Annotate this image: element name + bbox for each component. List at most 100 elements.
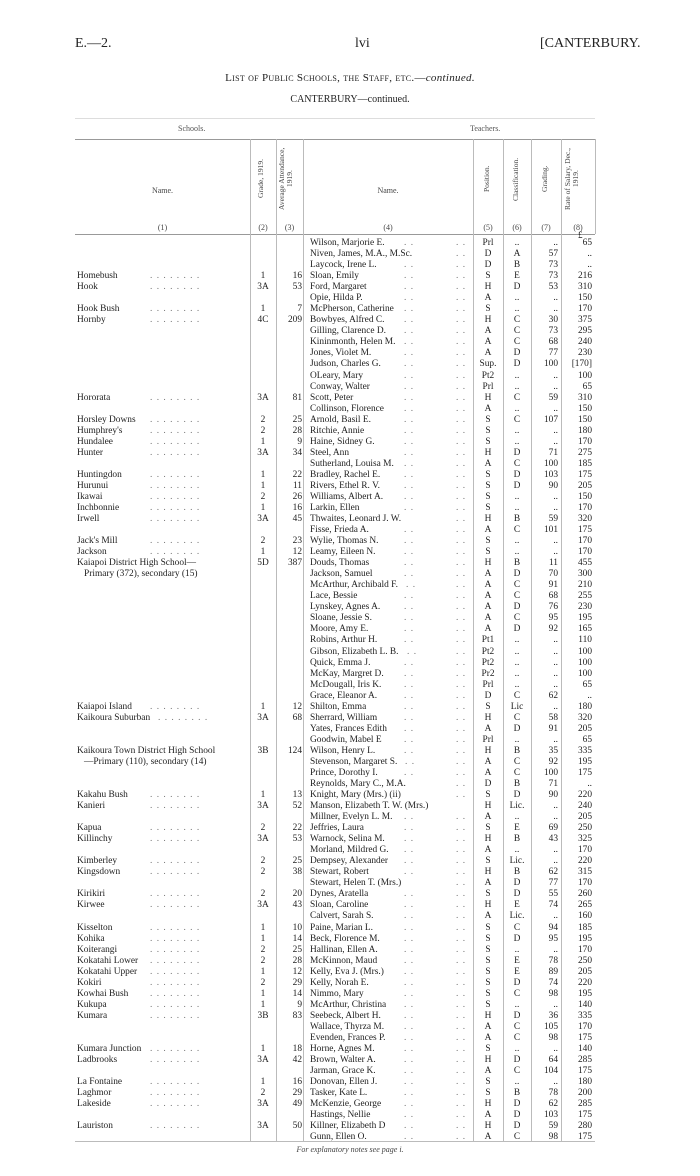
school-name: Huntingdon — [77, 469, 122, 480]
grading: 94 — [548, 922, 558, 933]
table-row: Kukupa 1 9 McArthur, Christina S.... 140 . . .… — [0, 1000, 700, 1011]
teacher-name: Robins, Arthur H. — [310, 635, 378, 646]
col-num: (1) — [157, 223, 168, 232]
school-name: Kumara — [77, 1010, 108, 1021]
school-name: Horsley Downs — [77, 414, 136, 425]
classification: D — [513, 1121, 521, 1132]
dot-leader: . . . . . . . . — [150, 801, 201, 811]
dot-leader: . . . . . . . . — [150, 867, 201, 878]
rule-header-bottom — [75, 234, 595, 235]
teacher-name: Beck, Florence M. — [310, 933, 380, 944]
table-row: Goodwin, Mabel E Prl.... 65 . . . . . . . .… — [0, 735, 700, 746]
school-grade: 3A — [257, 1121, 269, 1132]
classification: D — [513, 569, 521, 580]
table-row: Jackson 1 12 Leamy, Eileen N. S.... 170 . . . … — [0, 547, 700, 558]
salary: 160 — [577, 911, 592, 922]
salary: 220 — [577, 790, 592, 800]
table-row: Hook 3A 53 Ford, Margaret H D 53 310 . . . . . .… — [0, 282, 700, 293]
teacher-name: Scott, Peter — [310, 392, 354, 403]
school-grade: 4C — [257, 315, 269, 326]
dot-leader: . . . . . . . . — [456, 767, 470, 778]
salary: 195 — [577, 988, 592, 999]
table-row: Lauriston 3A 50 Killner, Elizabeth D H D 59 280… — [0, 1121, 700, 1132]
dot-leader: . . . . . . . . — [456, 712, 470, 723]
dot-leader: . . . . . . . . — [456, 491, 470, 502]
grading: 73 — [548, 271, 558, 282]
school-name: Kowhai Bush — [77, 988, 129, 999]
group-schools: Schools. — [178, 124, 206, 133]
dot-leader: . . . . . . . . — [150, 701, 201, 712]
dot-leader: . . . . . . . . — [404, 503, 418, 513]
school-grade: 3A — [257, 1055, 269, 1065]
school-name: Homebush — [77, 271, 118, 282]
classification: Lic. — [509, 911, 525, 922]
dot-leader: . . . . . . . . — [456, 1055, 470, 1065]
position: A — [484, 602, 492, 613]
teacher-name: Gibson, Elizabeth L. B. — [310, 646, 399, 657]
classification: C — [513, 315, 521, 326]
table-row: Prince, Dorothy I. A C 100 175 . . . . . . . … — [0, 768, 700, 779]
teacher-name: Jackson, Samuel — [310, 569, 373, 580]
classification: .. — [514, 845, 520, 856]
dot-leader: . . . . . . . . — [404, 525, 418, 535]
position: S — [485, 790, 491, 800]
grading: 98 — [548, 1032, 558, 1043]
school-name: Hornby — [77, 315, 106, 326]
teacher-name: Arnold, Basil E. — [310, 414, 371, 425]
dot-leader: . . . . . . . . — [456, 988, 470, 999]
table-row: Calvert, Sarah S. A Lic... 160 . . . . . . .… — [0, 911, 700, 922]
dot-leader: . . . . . . . . — [150, 889, 201, 900]
currency-symbol: £ — [578, 230, 583, 240]
grading: .. — [553, 293, 558, 304]
school-name: Hook Bush — [77, 304, 120, 315]
school-name: Hurunui — [77, 480, 109, 491]
teacher-name: Jones, Violet M. — [310, 348, 372, 359]
classification: .. — [514, 381, 520, 392]
position: A — [484, 878, 492, 889]
position: A — [484, 1032, 492, 1043]
salary: 170 — [577, 944, 592, 955]
teacher-name: Williams, Albert A. — [310, 491, 384, 502]
classification: C — [513, 988, 521, 999]
table-row: Morland, Mildred G. A.... 170 . . . . . . .… — [0, 845, 700, 856]
grading: 58 — [548, 712, 558, 723]
dot-leader: . . . . . . . . — [407, 646, 421, 657]
col-divider — [303, 139, 304, 1141]
teacher-name: Quick, Emma J. — [310, 657, 371, 668]
grading: .. — [553, 238, 558, 248]
classification: Lic. — [509, 801, 525, 811]
dot-leader: . . . . . . . . — [456, 745, 470, 756]
average-attendance: 13 — [292, 790, 302, 800]
table-row: OLeary, Mary Pt2.... 100 . . . . . . . . . .… — [0, 371, 700, 382]
table-row: Gunn, Ellen O. A C 98 175 . . . . . . . . . . … — [0, 1132, 700, 1143]
dot-leader: . . . . . . . . — [404, 1021, 418, 1032]
table-row: Kohika 1 14 Beck, Florence M. S D 95 195 . . . .… — [0, 934, 700, 945]
dot-leader: . . . . . . . . — [456, 624, 470, 635]
grading: .. — [553, 646, 558, 657]
grading: 77 — [548, 348, 558, 359]
table-row: La Fontaine 1 16 Donovan, Ellen J. S.... 180.… — [0, 1077, 700, 1088]
position: H — [484, 558, 492, 569]
dot-leader: . . . . . . . . — [150, 1088, 201, 1099]
salary: 65 — [582, 381, 592, 392]
school-name: Hook — [77, 282, 98, 293]
dot-leader: . . . . . . . . — [456, 1099, 470, 1110]
classification: C — [513, 1132, 521, 1143]
dot-leader: . . . . . . . . — [404, 326, 418, 337]
classification: .. — [514, 668, 520, 679]
position: H — [484, 282, 492, 293]
salary: 140 — [577, 999, 592, 1010]
dot-leader: . . . . . . . . — [150, 436, 201, 447]
classification: .. — [514, 503, 520, 513]
dot-leader: . . . . . . . . — [404, 293, 418, 304]
position: S — [485, 1088, 491, 1099]
position: A — [484, 1066, 492, 1076]
classification: E — [514, 823, 520, 834]
table-row: McDougall, Iris K. Prl.... 65 . . . . . . .… — [0, 680, 700, 691]
school-name: Kaiapoi District High School— — [77, 558, 196, 569]
classification: .. — [514, 304, 520, 315]
average-attendance: 25 — [292, 944, 302, 955]
dot-leader: . . . . . . . . — [150, 922, 201, 933]
classification: E — [514, 955, 520, 966]
classification: .. — [514, 536, 520, 547]
